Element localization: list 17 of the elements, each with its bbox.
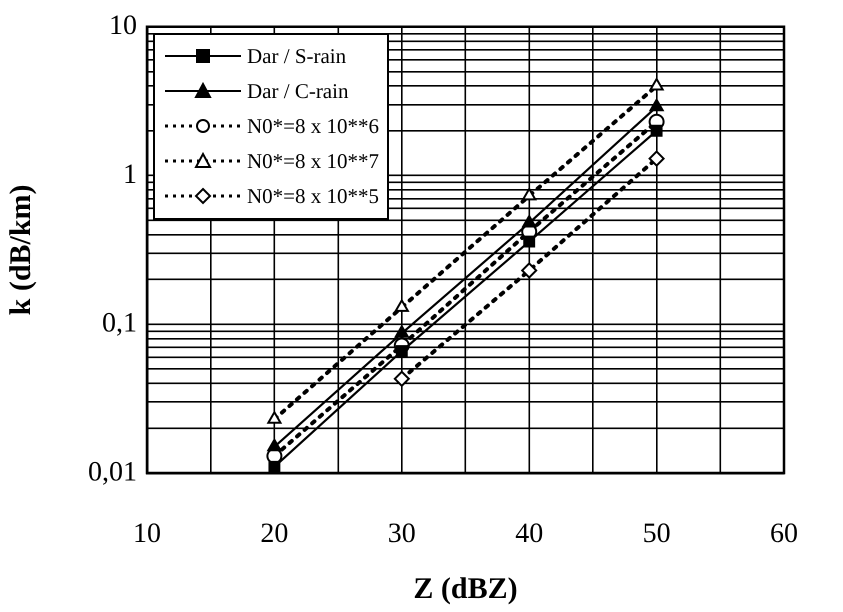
legend-label: N0*=8 x 10**6 [247,114,380,139]
legend-label: N0*=8 x 10**5 [247,184,380,209]
x-tick-label: 50 [642,518,671,550]
y-tick-label: 10 [109,10,137,42]
legend-label: N0*=8 x 10**7 [247,148,380,174]
y-tick-label: 0,01 [88,456,137,488]
x-tick-label: 30 [388,518,416,550]
y-axis-title: k (dB/km) [4,184,37,316]
x-tick-label: 10 [133,518,161,550]
x-axis-title: Z (dBZ) [413,572,518,605]
x-tick-label: 20 [260,518,288,550]
legend-label: Dar / S-rain [247,44,346,69]
x-tick-label: 40 [515,518,544,550]
y-tick-label: 0,1 [102,308,137,339]
legend-label: Dar / C-rain [247,78,348,104]
x-tick-label: 60 [770,518,798,550]
y-tick-label: 1 [123,158,137,190]
